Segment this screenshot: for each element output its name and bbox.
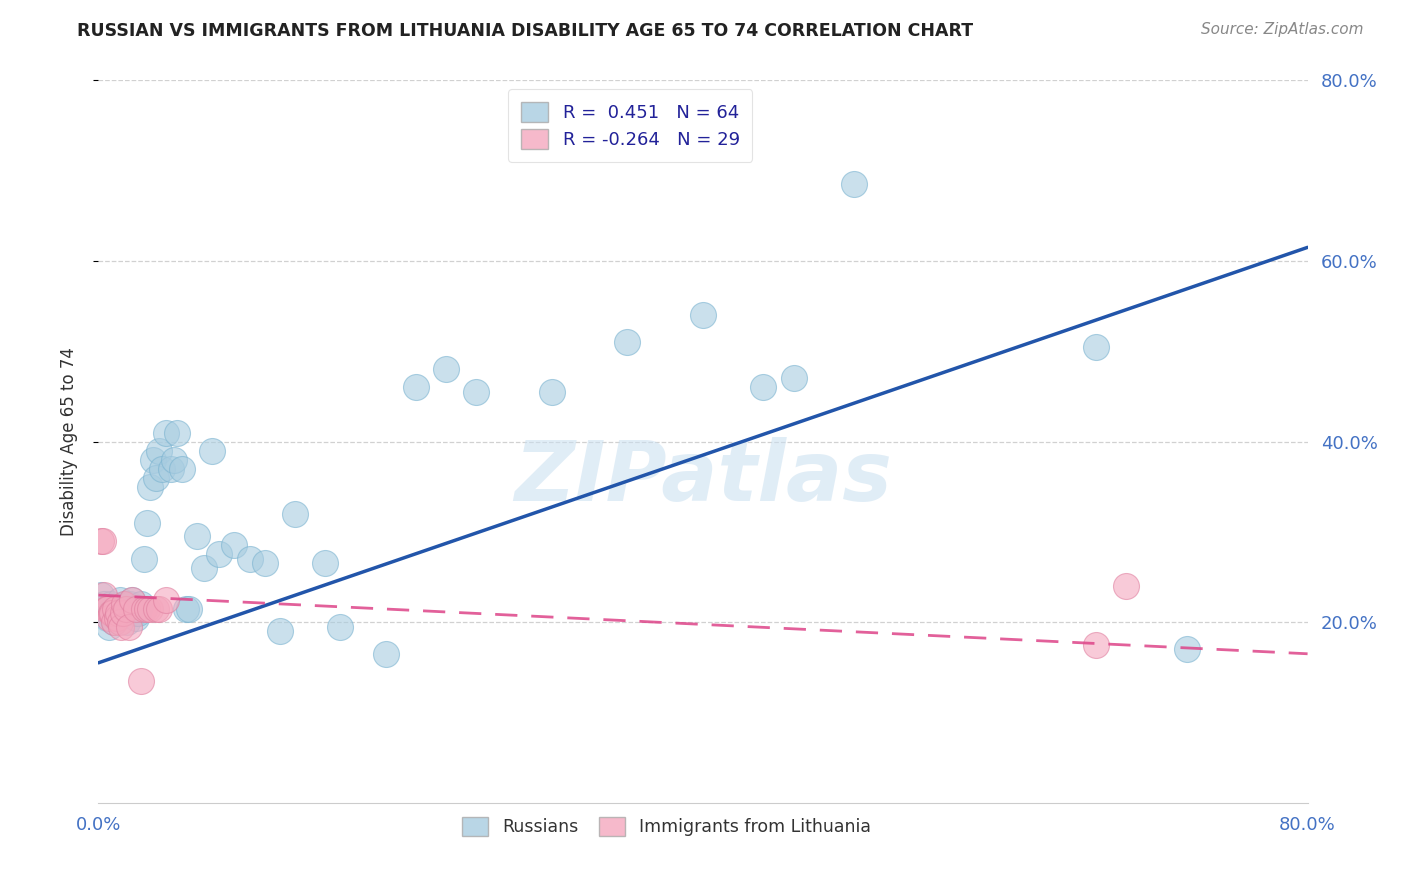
Point xyxy=(111,601,134,615)
Point xyxy=(93,588,115,602)
Point xyxy=(103,615,125,630)
Point xyxy=(105,601,128,615)
Point xyxy=(1115,579,1137,593)
Point xyxy=(166,425,188,440)
Point xyxy=(179,601,201,615)
Point xyxy=(155,425,177,440)
Point xyxy=(108,615,131,630)
Point xyxy=(160,461,183,475)
Point xyxy=(139,601,162,615)
Point xyxy=(112,597,135,611)
Point xyxy=(107,606,129,620)
Point xyxy=(155,592,177,607)
Y-axis label: Disability Age 65 to 74: Disability Age 65 to 74 xyxy=(59,347,77,536)
Point xyxy=(94,606,117,620)
Point xyxy=(118,601,141,615)
Point xyxy=(101,601,124,615)
Point xyxy=(124,606,146,620)
Point xyxy=(193,561,215,575)
Point xyxy=(135,601,157,615)
Point xyxy=(127,606,149,620)
Point xyxy=(108,592,131,607)
Point xyxy=(120,597,142,611)
Point xyxy=(93,597,115,611)
Point xyxy=(121,592,143,607)
Point xyxy=(148,601,170,615)
Point xyxy=(752,380,775,394)
Point xyxy=(118,620,141,634)
Point xyxy=(100,606,122,620)
Point xyxy=(465,384,488,399)
Point xyxy=(139,480,162,494)
Point xyxy=(405,380,427,394)
Point xyxy=(110,606,132,620)
Point xyxy=(107,610,129,624)
Point xyxy=(269,624,291,639)
Point xyxy=(90,533,112,548)
Point xyxy=(98,610,121,624)
Point xyxy=(374,647,396,661)
Point xyxy=(284,507,307,521)
Point xyxy=(129,673,152,688)
Point xyxy=(121,592,143,607)
Point xyxy=(1175,642,1198,657)
Point xyxy=(174,601,197,615)
Point xyxy=(94,601,117,615)
Point xyxy=(104,606,127,620)
Point xyxy=(96,601,118,615)
Point xyxy=(145,601,167,615)
Point xyxy=(253,557,276,571)
Point xyxy=(111,606,134,620)
Point xyxy=(112,601,135,615)
Point xyxy=(114,597,136,611)
Point xyxy=(96,610,118,624)
Point xyxy=(224,538,246,552)
Point xyxy=(434,362,457,376)
Point xyxy=(128,601,150,615)
Point xyxy=(208,548,231,562)
Point xyxy=(616,335,638,350)
Point xyxy=(110,620,132,634)
Point xyxy=(114,601,136,615)
Point xyxy=(101,606,124,620)
Point xyxy=(186,529,208,543)
Text: Source: ZipAtlas.com: Source: ZipAtlas.com xyxy=(1201,22,1364,37)
Point xyxy=(1085,638,1108,652)
Point xyxy=(115,615,138,630)
Point xyxy=(125,610,148,624)
Point xyxy=(91,601,114,615)
Point xyxy=(132,601,155,615)
Point xyxy=(132,552,155,566)
Point xyxy=(135,516,157,530)
Point xyxy=(844,177,866,191)
Point xyxy=(170,461,193,475)
Point xyxy=(129,597,152,611)
Point xyxy=(122,601,145,615)
Point xyxy=(329,620,352,634)
Point xyxy=(239,552,262,566)
Point xyxy=(150,461,173,475)
Text: ZIPatlas: ZIPatlas xyxy=(515,437,891,518)
Point xyxy=(145,471,167,485)
Point xyxy=(91,533,114,548)
Point xyxy=(105,610,128,624)
Text: RUSSIAN VS IMMIGRANTS FROM LITHUANIA DISABILITY AGE 65 TO 74 CORRELATION CHART: RUSSIAN VS IMMIGRANTS FROM LITHUANIA DIS… xyxy=(77,22,973,40)
Point xyxy=(98,620,121,634)
Point xyxy=(783,371,806,385)
Point xyxy=(142,452,165,467)
Point xyxy=(104,601,127,615)
Point xyxy=(201,443,224,458)
Point xyxy=(1085,340,1108,354)
Point xyxy=(100,597,122,611)
Point xyxy=(103,615,125,630)
Legend: Russians, Immigrants from Lithuania: Russians, Immigrants from Lithuania xyxy=(450,805,883,848)
Point xyxy=(90,588,112,602)
Point xyxy=(692,308,714,322)
Point xyxy=(148,443,170,458)
Point xyxy=(163,452,186,467)
Point xyxy=(540,384,562,399)
Point xyxy=(314,557,336,571)
Point xyxy=(125,601,148,615)
